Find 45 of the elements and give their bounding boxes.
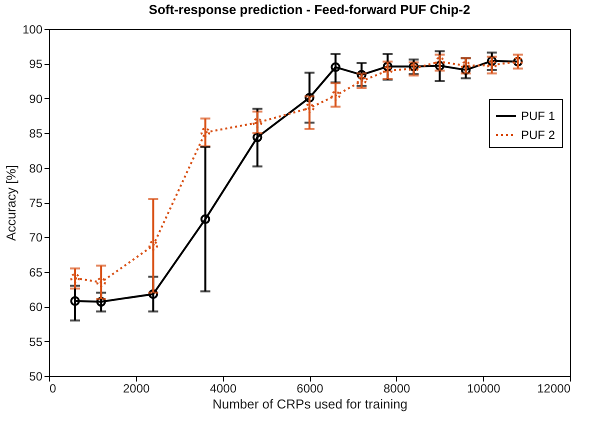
point <box>356 76 366 86</box>
x-tick-label: 8000 <box>383 382 411 396</box>
chart-title: Soft-response prediction - Feed-forward PUF Chip-2 <box>148 2 470 17</box>
point <box>200 128 210 138</box>
point <box>304 92 314 103</box>
y-tick-label: 75 <box>29 196 43 210</box>
point <box>486 56 497 66</box>
y-tick-label: 65 <box>29 265 43 280</box>
point <box>200 214 210 224</box>
point <box>252 118 262 128</box>
y-tick-label: 55 <box>29 334 43 349</box>
point <box>330 62 340 72</box>
point <box>460 65 471 75</box>
point <box>486 60 497 70</box>
x-tick-label: 12000 <box>537 382 571 396</box>
y-tick-label: 95 <box>29 57 43 72</box>
y-tick-label: 85 <box>29 126 43 141</box>
point <box>460 60 471 71</box>
x-tick-label: 6000 <box>296 382 324 396</box>
point <box>96 277 106 288</box>
y-tick-label: 70 <box>29 230 43 245</box>
legend-label: PUF 1 <box>521 109 556 123</box>
point <box>148 240 158 250</box>
y-tick-label: 100 <box>22 22 43 36</box>
x-tick-label: 2000 <box>122 382 150 396</box>
point <box>96 296 106 307</box>
y-tick-label: 60 <box>29 300 43 314</box>
legend-label: PUF 2 <box>521 128 556 142</box>
x-tick-label: 0 <box>50 382 56 396</box>
y-tick-label: 80 <box>29 161 43 176</box>
y-tick-label: 50 <box>29 370 43 384</box>
point <box>252 132 262 142</box>
x-tick-label: 10000 <box>466 382 501 396</box>
point <box>330 90 340 100</box>
point <box>434 60 445 71</box>
x-tick-label: 4000 <box>210 382 237 396</box>
point <box>382 66 393 76</box>
point <box>434 56 445 66</box>
x-axis-title: Number of CRPs used for training <box>212 396 408 412</box>
point <box>304 103 314 113</box>
y-tick-label: 90 <box>29 92 43 106</box>
point <box>356 70 366 80</box>
y-axis-title: Accuracy [%] <box>3 165 18 241</box>
point <box>148 289 158 299</box>
point <box>382 62 393 72</box>
